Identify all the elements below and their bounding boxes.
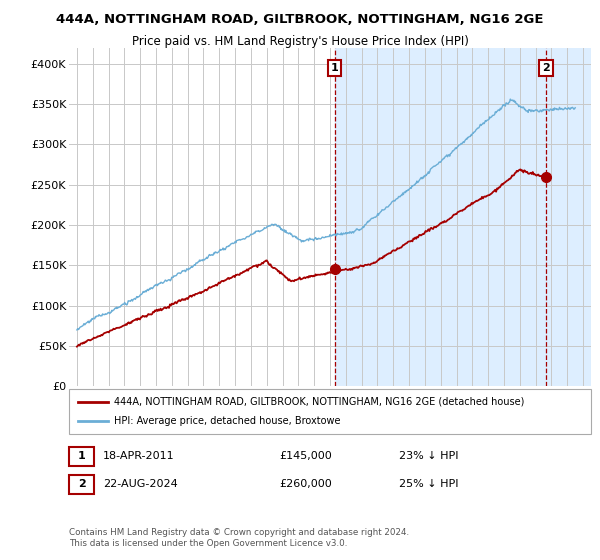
Text: £260,000: £260,000 <box>279 479 332 489</box>
Text: 444A, NOTTINGHAM ROAD, GILTBROOK, NOTTINGHAM, NG16 2GE: 444A, NOTTINGHAM ROAD, GILTBROOK, NOTTIN… <box>56 13 544 26</box>
Text: 1: 1 <box>78 451 85 461</box>
Text: 22-AUG-2024: 22-AUG-2024 <box>103 479 178 489</box>
Title: 444A, NOTTINGHAM ROAD, GILTBROOK, NOTTINGHAM, NG16 2GE
Price paid vs. HM Land Re: 444A, NOTTINGHAM ROAD, GILTBROOK, NOTTIN… <box>0 559 1 560</box>
Bar <box>335 48 546 386</box>
Text: HPI: Average price, detached house, Broxtowe: HPI: Average price, detached house, Brox… <box>114 417 341 427</box>
Text: 1: 1 <box>331 63 338 73</box>
Bar <box>546 48 591 386</box>
Text: 23% ↓ HPI: 23% ↓ HPI <box>399 451 458 461</box>
Text: 2: 2 <box>542 63 550 73</box>
Text: 18-APR-2011: 18-APR-2011 <box>103 451 175 461</box>
Text: 25% ↓ HPI: 25% ↓ HPI <box>399 479 458 489</box>
Text: £145,000: £145,000 <box>279 451 332 461</box>
Text: 444A, NOTTINGHAM ROAD, GILTBROOK, NOTTINGHAM, NG16 2GE (detached house): 444A, NOTTINGHAM ROAD, GILTBROOK, NOTTIN… <box>114 396 524 407</box>
Text: Contains HM Land Registry data © Crown copyright and database right 2024.
This d: Contains HM Land Registry data © Crown c… <box>69 528 409 548</box>
Text: 2: 2 <box>78 479 85 489</box>
Text: Price paid vs. HM Land Registry's House Price Index (HPI): Price paid vs. HM Land Registry's House … <box>131 35 469 48</box>
